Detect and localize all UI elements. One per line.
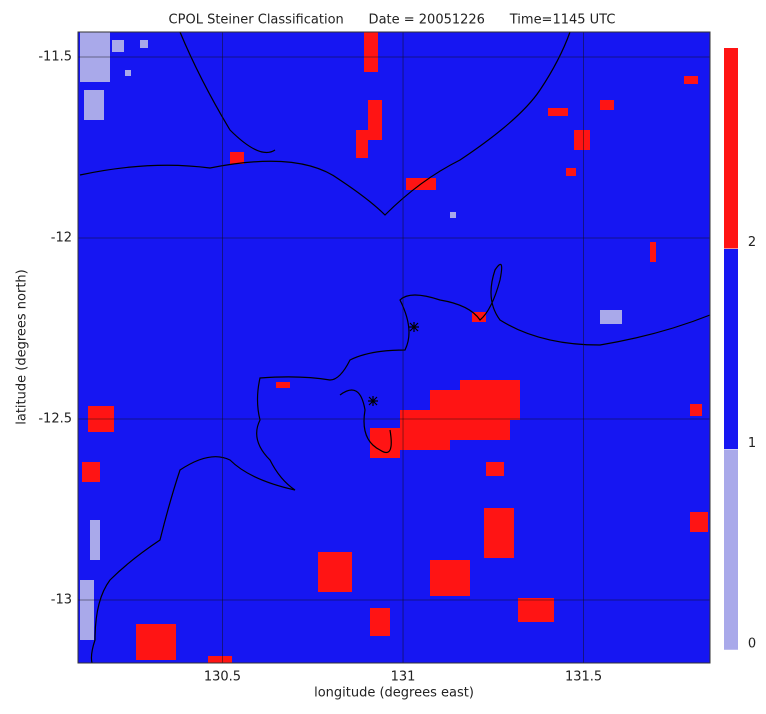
- radar-site: [368, 322, 419, 406]
- y-tick-label: -12.5: [38, 411, 72, 426]
- colorbar-segment: [724, 449, 738, 650]
- plot-frame: [77, 31, 711, 664]
- stratiform-field: [78, 32, 710, 663]
- colorbar-tick-label: 1: [748, 436, 756, 451]
- x-axis-label: longitude (degrees east): [314, 686, 474, 701]
- x-tick-label: 130.5: [204, 670, 241, 685]
- x-tick-label: 131: [391, 670, 416, 685]
- x-tick-label: 131.5: [565, 670, 602, 685]
- colorbar-tick-label: 2: [748, 235, 756, 250]
- plot-area: [78, 31, 711, 664]
- y-axis-label: latitude (degrees north): [15, 269, 30, 425]
- colorbar-tick-label: 0: [748, 637, 756, 652]
- chart-title: CPOL Steiner Classification Date = 20051…: [169, 13, 616, 28]
- y-tick-label: -11.5: [38, 49, 72, 64]
- colorbar-segment: [724, 248, 738, 450]
- colorbar-segment: [724, 48, 738, 249]
- y-tick-label: -13: [51, 593, 72, 608]
- y-tick-label: -12: [51, 230, 72, 245]
